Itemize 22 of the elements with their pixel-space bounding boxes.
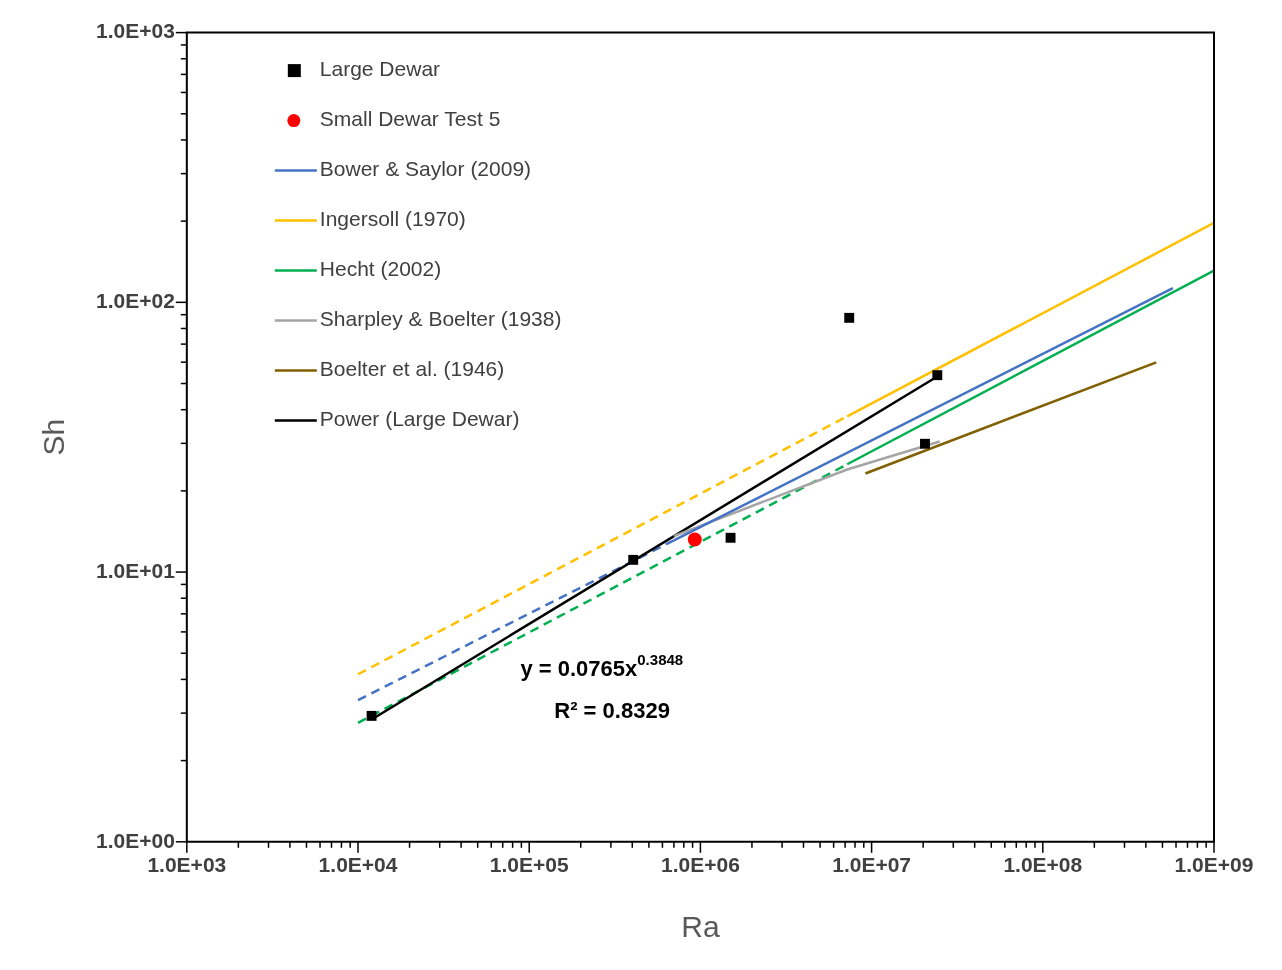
legend-label: Boelter et al. (1946) xyxy=(319,357,505,381)
x-tick-label: 1.0E+07 xyxy=(832,853,912,877)
legend-label: Bower & Saylor (2009) xyxy=(319,157,532,181)
legend-label: Ingersoll (1970) xyxy=(319,207,466,231)
y-tick-label: 1.0E+03 xyxy=(95,19,175,43)
x-tick-label: 1.0E+04 xyxy=(318,853,398,877)
y-axis-title: Sh xyxy=(37,418,71,456)
annotation: R² = 0.8329 xyxy=(554,698,670,724)
y-tick-label: 1.0E+01 xyxy=(95,558,176,582)
legend-label: Hecht (2002) xyxy=(319,257,442,281)
x-tick-label: 1.0E+06 xyxy=(661,853,740,877)
y-tick-label: 1.0E+02 xyxy=(95,289,175,313)
x-tick-label: 1.0E+05 xyxy=(489,853,569,877)
legend-label: Power (Large Dewar) xyxy=(319,407,520,431)
x-axis-title: Ra xyxy=(681,910,720,944)
x-tick-label: 1.0E+09 xyxy=(1174,853,1254,877)
legend-label: Small Dewar Test 5 xyxy=(319,107,501,131)
legend-label: Sharpley & Boelter (1938) xyxy=(319,307,562,331)
x-tick-label: 1.0E+08 xyxy=(1003,853,1083,877)
legend-label: Large Dewar xyxy=(319,57,441,81)
y-tick-label: 1.0E+00 xyxy=(95,828,175,852)
x-tick-label: 1.0E+03 xyxy=(147,853,227,877)
